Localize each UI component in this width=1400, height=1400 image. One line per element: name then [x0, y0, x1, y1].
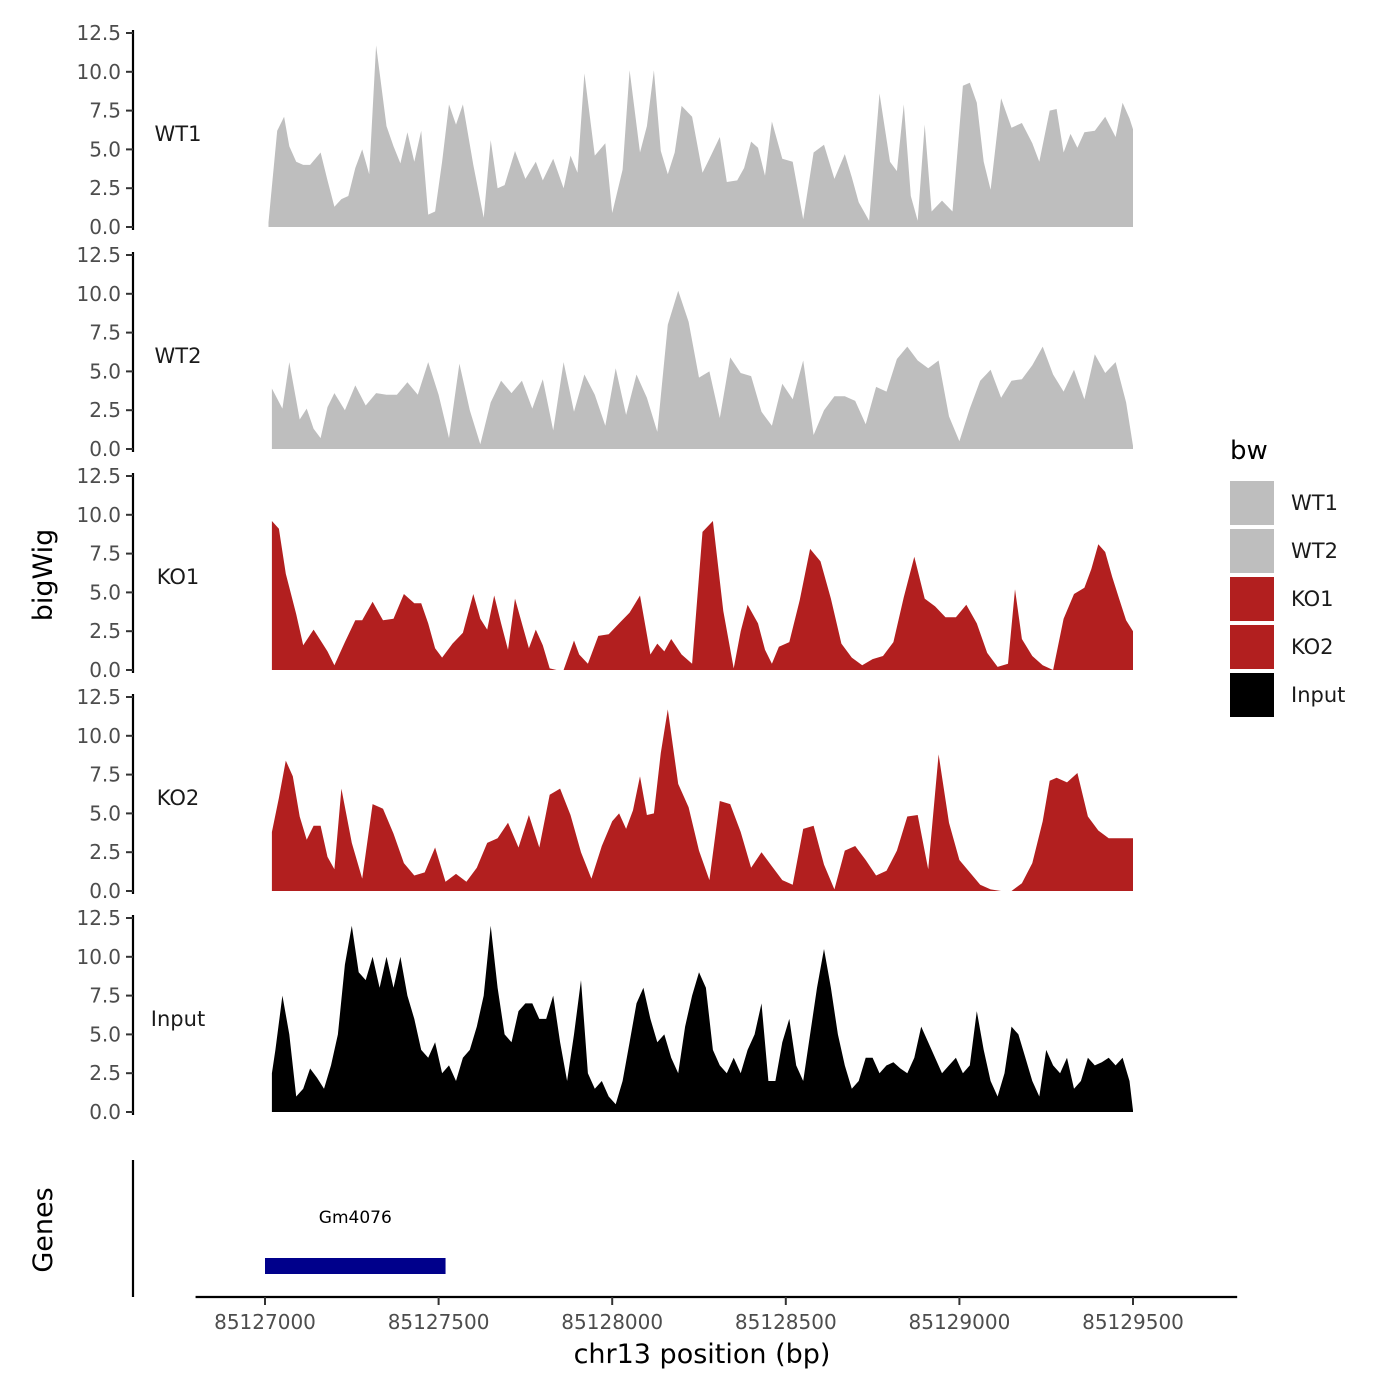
y-tick-label: 10.0 — [76, 724, 121, 748]
y-tick-label: 5.0 — [89, 359, 121, 383]
legend-label: KO2 — [1291, 635, 1334, 659]
y-tick-label: 12.5 — [76, 906, 121, 930]
gene-body — [265, 1258, 446, 1274]
track-wt2: 0.0 2.5 5.0 7.5 10.0 12.5 WT2 — [76, 243, 1133, 461]
track-label: KO1 — [157, 565, 200, 589]
y-tick-label: 0.0 — [89, 437, 121, 461]
y-tick-label: 5.0 — [89, 580, 121, 604]
y-tick-label: 5.0 — [89, 1022, 121, 1046]
y-tick-label: 10.0 — [76, 945, 121, 969]
track-input: 0.0 2.5 5.0 7.5 10.0 12.5 Input — [76, 906, 1133, 1124]
bigwig-tracks: 0.0 2.5 5.0 7.5 10.0 12.5 WT1 0.0 2.5 5.0 7.5 10.0 1… — [76, 21, 1133, 1124]
y-tick-label: 0.0 — [89, 215, 121, 239]
x-tick-label: 85127000 — [214, 1310, 316, 1334]
y-tick-label: 10.0 — [76, 60, 121, 84]
track-wt1: 0.0 2.5 5.0 7.5 10.0 12.5 WT1 — [76, 21, 1133, 239]
legend-swatch — [1230, 529, 1274, 573]
legend-swatch — [1230, 481, 1274, 525]
y-tick-label: 5.0 — [89, 137, 121, 161]
y-tick-label: 2.5 — [89, 398, 121, 422]
y-tick-label: 0.0 — [89, 658, 121, 682]
legend-swatch — [1230, 673, 1274, 717]
genes-track: Gm4076 — [131, 1160, 446, 1297]
track-label: WT1 — [155, 122, 202, 146]
y-tick-label: 10.0 — [76, 282, 121, 306]
legend-label: WT1 — [1291, 491, 1338, 515]
genes-axis-title: Genes — [28, 1187, 59, 1272]
x-axis-title: chr13 position (bp) — [574, 1339, 831, 1370]
y-tick-label: 2.5 — [89, 1061, 121, 1085]
legend-title: bw — [1230, 436, 1268, 466]
y-tick-label: 7.5 — [89, 542, 121, 566]
y-tick-label: 12.5 — [76, 243, 121, 267]
track-ko2: 0.0 2.5 5.0 7.5 10.0 12.5 KO2 — [76, 685, 1133, 903]
y-tick-label: 0.0 — [89, 879, 121, 903]
legend-swatch — [1230, 625, 1274, 669]
track-ko1: 0.0 2.5 5.0 7.5 10.0 12.5 KO1 — [76, 464, 1133, 682]
area-input — [271, 925, 1133, 1112]
y-tick-label: 5.0 — [89, 801, 121, 825]
legend-swatch — [1230, 577, 1274, 621]
y-tick-label: 7.5 — [89, 99, 121, 123]
y-tick-label: 2.5 — [89, 619, 121, 643]
legend-label: WT2 — [1291, 539, 1338, 563]
x-axis: 85127000 85127500 85128000 85128500 85129000… — [195, 1295, 1238, 1334]
track-label: WT2 — [155, 344, 202, 368]
area-wt1 — [268, 45, 1133, 228]
y-tick-label: 2.5 — [89, 176, 121, 200]
y-tick-label: 0.0 — [89, 1100, 121, 1124]
gene-label: Gm4076 — [319, 1208, 392, 1228]
y-axis-title: bigWig — [28, 529, 59, 622]
area-ko2 — [271, 709, 1133, 891]
x-tick-label: 85128500 — [735, 1310, 837, 1334]
y-tick-label: 2.5 — [89, 840, 121, 864]
y-tick-label: 10.0 — [76, 503, 121, 527]
legend-label: KO1 — [1291, 587, 1334, 611]
area-wt2 — [271, 290, 1133, 449]
x-tick-label: 85127500 — [388, 1310, 490, 1334]
x-tick-label: 85128000 — [561, 1310, 663, 1334]
track-label: KO2 — [157, 786, 200, 810]
y-tick-label: 12.5 — [76, 21, 121, 45]
track-label: Input — [151, 1007, 205, 1031]
gene-arrow-icon — [440, 1259, 446, 1273]
y-tick-label: 12.5 — [76, 685, 121, 709]
area-ko1 — [271, 521, 1133, 670]
y-tick-label: 7.5 — [89, 763, 121, 787]
x-tick-label: 85129500 — [1082, 1310, 1184, 1334]
legend: bw WT1 WT2 KO1 KO2 Input — [1230, 436, 1345, 717]
gene-arrow-icon — [265, 1259, 270, 1273]
y-tick-label: 7.5 — [89, 321, 121, 345]
y-tick-label: 7.5 — [89, 984, 121, 1008]
legend-label: Input — [1291, 683, 1345, 707]
x-tick-label: 85129000 — [909, 1310, 1011, 1334]
y-tick-label: 12.5 — [76, 464, 121, 488]
